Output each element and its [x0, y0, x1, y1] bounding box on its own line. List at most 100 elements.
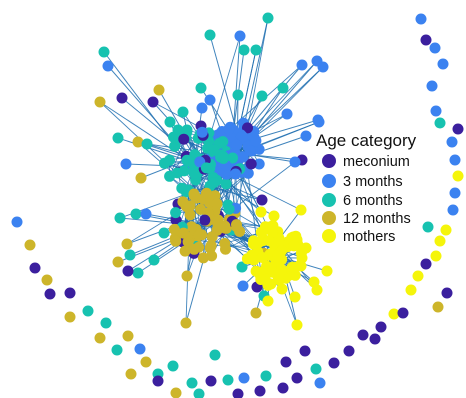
legend-title: Age category	[316, 131, 417, 150]
network-node	[178, 227, 189, 239]
network-node	[158, 227, 170, 239]
network-node	[220, 178, 232, 190]
network-node	[299, 345, 311, 357]
network-node	[236, 130, 248, 142]
network-node	[260, 370, 272, 382]
network-node	[208, 144, 220, 156]
network-node	[238, 44, 250, 56]
network-node	[204, 29, 216, 41]
network-node	[441, 287, 453, 299]
network-node	[98, 46, 110, 58]
network-node	[186, 377, 198, 389]
network-node	[140, 208, 152, 220]
network-node	[250, 44, 262, 56]
network-node	[255, 226, 267, 238]
network-node	[100, 317, 112, 329]
network-node	[420, 258, 432, 270]
network-node	[227, 152, 239, 164]
network-node	[295, 247, 307, 259]
network-node	[430, 105, 442, 117]
network-edge	[227, 180, 262, 213]
network-node	[245, 158, 257, 170]
network-edge	[203, 221, 208, 258]
network-node	[254, 385, 266, 397]
network-node	[64, 311, 76, 323]
network-node	[180, 317, 192, 329]
network-node	[276, 283, 288, 295]
network-node	[219, 220, 231, 232]
network-node	[312, 114, 324, 126]
network-node	[317, 61, 329, 73]
network-node	[24, 239, 36, 251]
network-node	[120, 158, 132, 170]
network-node	[452, 170, 464, 182]
network-node	[314, 377, 326, 389]
network-node	[343, 345, 355, 357]
network-node	[199, 214, 211, 226]
network-node	[256, 194, 268, 206]
network-node	[64, 287, 76, 299]
network-node	[197, 252, 209, 264]
network-node	[255, 274, 267, 285]
network-node	[237, 280, 249, 292]
network-node	[188, 167, 200, 179]
network-node	[132, 136, 144, 148]
network-node	[289, 156, 301, 168]
network-node	[132, 267, 144, 279]
network-node	[125, 368, 137, 380]
network-node	[268, 210, 280, 222]
network-node	[289, 291, 301, 303]
network-node	[300, 130, 312, 142]
network-node	[272, 249, 284, 261]
network-node	[148, 254, 160, 266]
legend-label-6-months: 6 months	[343, 193, 403, 209]
network-node	[287, 261, 299, 273]
network-node	[44, 288, 56, 300]
network-node	[102, 60, 114, 72]
network-node	[114, 212, 126, 224]
legend-label-12-months: 12 months	[343, 211, 411, 227]
network-node	[170, 387, 182, 398]
network-node	[250, 307, 262, 319]
network-node	[291, 372, 303, 384]
network-node	[310, 363, 322, 375]
network-node	[280, 356, 292, 368]
network-node	[440, 224, 452, 236]
network-edge	[224, 231, 262, 244]
network-node	[223, 123, 235, 135]
network-edge	[240, 172, 269, 229]
network-node	[220, 243, 231, 255]
network-node	[434, 117, 446, 129]
network-edge	[121, 97, 194, 158]
network-node	[188, 188, 200, 200]
network-node	[182, 236, 194, 248]
network-node	[29, 262, 41, 274]
network-node	[124, 249, 136, 261]
network-node	[449, 154, 461, 166]
network-node	[447, 204, 459, 216]
network-node	[82, 305, 94, 317]
network-node	[205, 240, 217, 251]
network-node	[178, 165, 190, 177]
network-nodes	[11, 12, 464, 398]
network-node	[170, 235, 182, 247]
network-node	[449, 187, 461, 199]
network-node	[432, 301, 444, 313]
network-node	[263, 235, 275, 246]
network-node	[244, 145, 256, 156]
network-node	[291, 319, 303, 331]
network-node	[255, 206, 267, 218]
network-node	[375, 321, 387, 333]
network-node	[152, 375, 164, 387]
network-node	[412, 270, 424, 282]
network-node	[112, 256, 124, 268]
network-node	[281, 108, 293, 120]
network-node	[277, 82, 289, 94]
legend-swatch-mothers	[322, 229, 336, 243]
network-node	[130, 208, 142, 220]
network-node	[200, 162, 212, 174]
network-node	[223, 203, 235, 215]
network-node	[415, 13, 427, 25]
network-node	[205, 375, 217, 387]
